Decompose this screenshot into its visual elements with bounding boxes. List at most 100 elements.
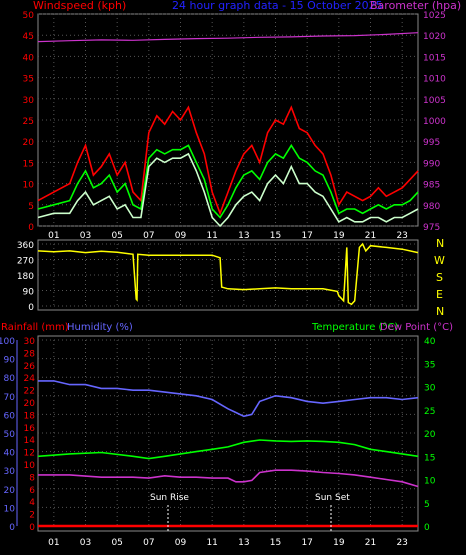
temperature-tick-label: 10	[424, 477, 436, 487]
rainfall-tick-label: 16	[24, 424, 36, 434]
compass-n-top: N	[436, 237, 444, 250]
rainfall-tick-label: 30	[24, 337, 36, 347]
sun-rise-label: Sun Rise	[150, 493, 189, 503]
compass-n-bottom: N	[436, 305, 444, 318]
chart-title: 24 hour graph data - 15 October 2025	[172, 0, 383, 12]
barometer-tick-label: 985	[423, 181, 440, 191]
humidity-tick-label: 90	[4, 356, 16, 366]
barometer-tick-label: 1025	[423, 11, 446, 21]
direction-axes: 0 90 180 270 360	[17, 241, 34, 313]
x-tick-label: 23	[396, 231, 407, 241]
x-tick-label: 01	[48, 538, 59, 548]
dewpoint-axis-title: Dew Point (°C)	[380, 322, 453, 333]
rainfall-tick-label: 28	[24, 349, 36, 359]
temperature-tick-label: 35	[424, 360, 435, 370]
rainfall-tick-label: 8	[29, 473, 35, 483]
x-tick-label: 03	[80, 231, 91, 241]
x-tick-label: 05	[111, 231, 122, 241]
direction-series	[37, 242, 419, 306]
humidity-series-line	[38, 380, 419, 418]
x-tick-label: 11	[206, 538, 217, 548]
rainfall-tick-label: 14	[24, 436, 36, 446]
humidity-tick-label: 50	[4, 430, 16, 440]
x-tick-label: 15	[270, 231, 281, 241]
rainfall-tick-label: 26	[24, 362, 36, 372]
climate-grid	[38, 339, 418, 527]
gust-series-line	[37, 105, 419, 216]
barometer-tick-label: 975	[423, 223, 440, 233]
direction-tick-label: 270	[17, 257, 34, 267]
humidity-tick-label: 10	[4, 504, 16, 514]
barometer-tick-label: 995	[423, 138, 440, 148]
barometer-tick-label: 1010	[423, 75, 446, 85]
x-tick-label: 11	[206, 231, 217, 241]
temperature-tick-label: 0	[424, 523, 430, 533]
low-wind-series-line	[37, 152, 419, 228]
x-tick-label: 13	[238, 538, 249, 548]
wind-series	[37, 32, 419, 228]
x-tick-label: 15	[270, 538, 281, 548]
humidity-tick-label: 100	[0, 337, 15, 347]
x-tick-label: 05	[111, 538, 122, 548]
barometer-axis-title: Barometer (hpa)	[370, 0, 461, 12]
barometer-tick-label: 1015	[423, 53, 446, 63]
x-tick-label: 17	[301, 231, 312, 241]
average-wind-series-line	[37, 143, 419, 219]
windspeed-axis-title: Windspeed (kph)	[33, 0, 126, 12]
temperature-tick-label: 40	[424, 337, 436, 347]
temperature-tick-label: 15	[424, 453, 435, 463]
barometer-tick-label: 990	[423, 159, 440, 169]
compass-w: W	[434, 254, 445, 267]
x-tick-label: 13	[238, 231, 249, 241]
windspeed-tick-label: 40	[23, 53, 35, 63]
rainfall-tick-label: 6	[29, 486, 35, 496]
windspeed-tick-label: 25	[23, 117, 34, 127]
compass-s: S	[436, 271, 443, 284]
direction-grid	[38, 243, 418, 307]
barometer-tick-label: 1005	[423, 96, 446, 106]
x-tick-label: 17	[301, 538, 312, 548]
windspeed-tick-label: 10	[23, 181, 35, 191]
rainfall-tick-label: 10	[24, 461, 36, 471]
climate-axes: 0102030405060708090100024681012141618202…	[0, 337, 436, 548]
windspeed-tick-label: 15	[23, 159, 34, 169]
x-tick-label: 19	[333, 538, 345, 548]
temperature-series-line	[37, 439, 419, 460]
x-tick-label: 07	[143, 538, 154, 548]
x-tick-label: 19	[333, 231, 345, 241]
x-tick-label: 21	[365, 538, 376, 548]
humidity-tick-label: 80	[4, 374, 16, 384]
x-tick-label: 21	[365, 231, 376, 241]
temperature-tick-label: 20	[424, 430, 436, 440]
rainfall-tick-label: 24	[24, 374, 36, 384]
rainfall-tick-label: 4	[29, 498, 35, 508]
dewpoint-series-line	[38, 469, 419, 488]
barometer-tick-label: 980	[423, 202, 440, 212]
temperature-axis-title: Temperature (°C)	[311, 322, 398, 333]
rainfall-axis-title: Rainfall (mm)	[1, 322, 69, 333]
direction-series-line	[37, 242, 419, 306]
humidity-tick-label: 20	[4, 486, 16, 496]
humidity-tick-label: 70	[4, 393, 16, 403]
direction-tick-label: 0	[28, 303, 34, 313]
rainfall-tick-label: 12	[24, 449, 35, 459]
sun-set-label: Sun Set	[315, 493, 350, 503]
temperature-tick-label: 5	[424, 500, 430, 510]
barometer-series-line	[37, 32, 419, 43]
x-tick-label: 01	[48, 231, 59, 241]
direction-tick-label: 90	[23, 288, 35, 298]
rainfall-tick-label: 2	[29, 511, 35, 521]
windspeed-tick-label: 5	[28, 202, 34, 212]
barometer-tick-label: 1000	[423, 117, 446, 127]
humidity-tick-label: 40	[4, 449, 16, 459]
humidity-tick-label: 0	[9, 523, 15, 533]
windspeed-tick-label: 30	[23, 96, 35, 106]
climate-series	[37, 380, 419, 528]
x-tick-label: 03	[80, 538, 91, 548]
humidity-tick-label: 60	[4, 411, 16, 421]
x-tick-label: 09	[175, 538, 187, 548]
windspeed-tick-label: 20	[23, 138, 35, 148]
humidity-axis-title: Humidity (%)	[67, 322, 133, 333]
rainfall-tick-label: 22	[24, 387, 35, 397]
rainfall-tick-label: 0	[29, 523, 35, 533]
